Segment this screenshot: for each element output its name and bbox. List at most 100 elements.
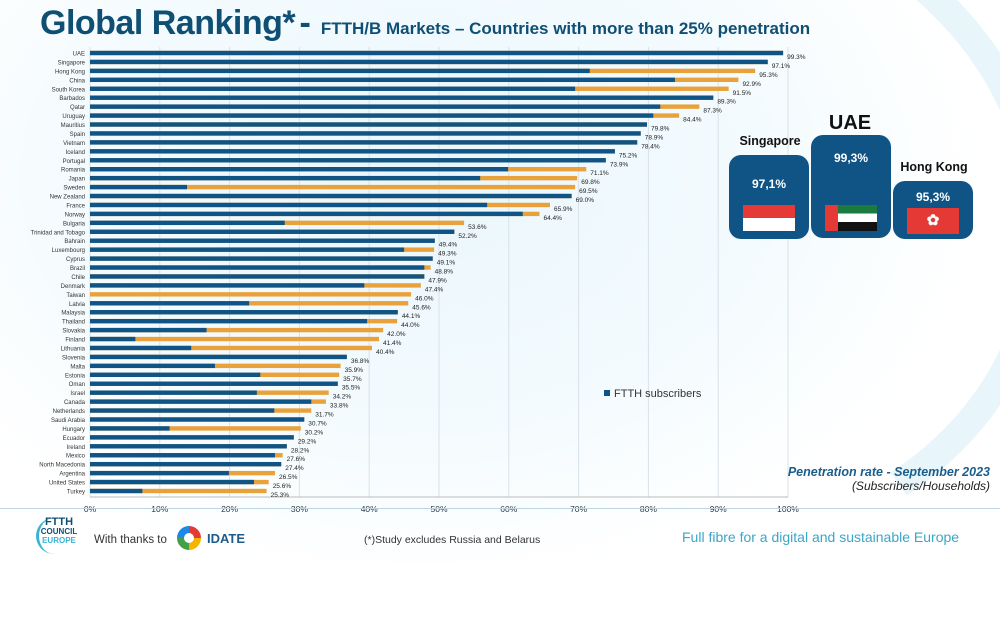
bar-ftth (90, 68, 590, 74)
singapore-flag-icon (743, 205, 795, 231)
category-label: Taiwan (66, 293, 85, 299)
x-tick-label: 100% (777, 504, 799, 514)
bar-ftth (90, 488, 143, 494)
data-label: 31.7% (315, 412, 334, 419)
data-label: 28.2% (291, 447, 310, 454)
bar-fttb (90, 292, 412, 297)
category-label: Finland (65, 338, 85, 344)
bar-ftth (90, 238, 435, 243)
bar-ftth (90, 435, 294, 440)
bar-fttb (90, 327, 384, 333)
category-label: Iceland (66, 150, 85, 156)
data-label: 64.4% (544, 215, 563, 222)
bar-ftth (90, 372, 261, 377)
data-label: 49.3% (438, 251, 457, 258)
singapore-card: 97,1% (729, 155, 809, 239)
data-label: 35.7% (343, 376, 362, 383)
category-label: Saudi Arabia (51, 418, 86, 424)
category-label: Mauritius (61, 123, 85, 129)
footer-divider (0, 508, 1000, 509)
category-label: Slovenia (62, 355, 86, 361)
data-label: 87.3% (703, 108, 722, 115)
data-label: 92.9% (742, 81, 761, 88)
bar-ftth (90, 158, 606, 163)
category-label: Mexico (66, 454, 86, 460)
data-label: 97.1% (772, 63, 791, 70)
bar-ftth (90, 256, 433, 261)
bar-ftth (90, 345, 192, 351)
bar-ftth (90, 408, 275, 413)
category-label: Denmark (61, 284, 86, 290)
data-label: 75.2% (619, 152, 638, 159)
category-label: Sweden (63, 186, 85, 192)
data-label: 73.9% (610, 161, 629, 168)
uae-card: 99,3% (811, 135, 891, 238)
category-label: Ecuador (63, 436, 85, 442)
bar-ftth (90, 390, 257, 395)
data-label: 78.4% (641, 143, 660, 150)
bar-ftth (90, 95, 714, 100)
bar-ftth (90, 211, 523, 217)
category-label: Spain (70, 132, 85, 138)
ranking-chart: 0% 10% 20% 30% 40% 50% 60% 70% 80% 90% 100% UAE 99.3… (31, 47, 806, 514)
category-label: UAE (73, 52, 85, 58)
x-tick-label: 70% (570, 504, 587, 514)
data-label: 91.5% (733, 90, 752, 97)
category-label: Oman (69, 382, 85, 388)
data-label: 47.4% (425, 286, 444, 293)
category-label: Hong Kong (55, 69, 85, 75)
bar-fttb (90, 345, 372, 351)
category-label: New Zealand (50, 195, 85, 201)
category-label: Chile (71, 275, 85, 281)
category-label: Thailand (62, 320, 85, 326)
category-label: North Macedonia (39, 463, 85, 469)
hong-kong-label: Hong Kong (900, 160, 968, 174)
bar-fttb (90, 336, 379, 342)
category-label: Barbados (59, 96, 85, 102)
disclaimer: (*)Study excludes Russia and Belarus (364, 534, 541, 546)
bar-fttb (90, 184, 576, 190)
category-label: Norway (65, 212, 85, 218)
bar-ftth (90, 77, 675, 83)
category-label: Singapore (58, 60, 86, 66)
bar-fttb (90, 488, 267, 494)
note-subtitle: (Subscribers/Households) (851, 479, 990, 493)
bar-ftth (90, 113, 654, 118)
category-label: Malta (70, 364, 85, 370)
category-label: Bulgaria (63, 221, 86, 227)
bar-ftth (90, 247, 405, 252)
category-label: France (66, 203, 85, 209)
bar-ftth (90, 50, 784, 56)
category-label: Ireland (67, 445, 85, 451)
bar-fttb (90, 426, 301, 431)
data-label: 69.8% (581, 179, 600, 186)
uae-value: 99,3% (833, 151, 869, 165)
category-label: Turkey (67, 490, 85, 496)
singapore-value: 97,1% (751, 177, 787, 191)
data-label: 30.7% (308, 420, 327, 427)
data-label: 30.2% (305, 429, 324, 436)
bar-ftth (90, 175, 481, 181)
data-label: 49.1% (437, 260, 456, 267)
category-label: Bahrain (64, 239, 85, 245)
bar-ftth (90, 381, 338, 386)
hong-kong-card: 95,3% ✿ (893, 181, 973, 239)
bar-ftth (90, 184, 188, 190)
bar-ftth (90, 86, 576, 91)
data-label: 79.8% (651, 126, 670, 133)
x-tick-label: 90% (710, 504, 727, 514)
bar-ftth (90, 444, 287, 449)
category-label: United States (49, 481, 85, 487)
bar-ftth (90, 220, 285, 226)
data-label: 35.9% (345, 367, 364, 374)
bar-ftth (90, 301, 250, 306)
data-label: 40.4% (376, 349, 395, 356)
bar-ftth (90, 131, 641, 136)
idate-logo-icon (177, 526, 201, 550)
bar-ftth (90, 202, 488, 208)
bar-ftth (90, 453, 275, 458)
bar-fttb (90, 363, 341, 369)
category-label: China (69, 78, 85, 84)
category-label: Luxembourg (52, 248, 85, 254)
category-label: Uruguay (62, 114, 85, 120)
